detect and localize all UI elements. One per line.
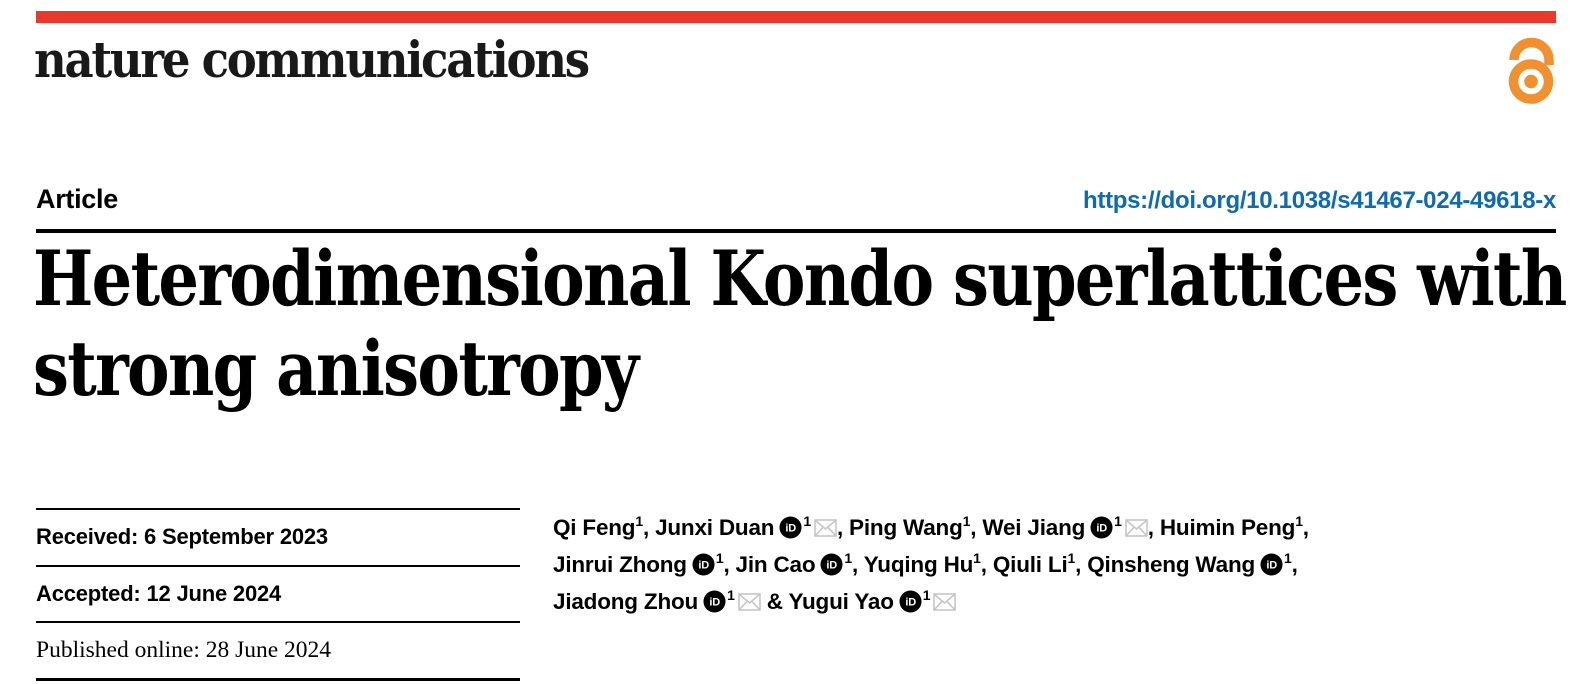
author-entry: Yuqing Hu1, [863,550,993,577]
affiliation-sup: 1 [1067,550,1076,566]
author-separator: & [760,589,789,614]
svg-text:iD: iD [905,597,916,609]
affiliation-sup: 1 [1295,513,1303,529]
journal-logo: nature communications [34,30,590,89]
svg-text:iD: iD [698,560,709,572]
author-name: Qi Feng [553,515,636,540]
author-entry: Jinrui Zhong iD 1, [553,550,736,577]
orcid-icon[interactable]: iD [899,587,922,624]
affiliation-sup: 1 [1284,550,1292,566]
orcid-icon[interactable]: iD [703,587,726,624]
orcid-icon[interactable]: iD [820,550,843,587]
title-line-2: strong anisotropy [33,324,639,413]
affiliation-sup: 1 [922,587,931,603]
author-entry: Jiadong Zhou iD 1 & [553,587,789,614]
author-name: Yuqing Hu [863,552,974,577]
author-name: Jin Cao [735,552,816,577]
affiliation-sup: 1 [803,513,811,529]
authors-block: Qi Feng1, Junxi Duan iD 1, Ping Wang1, Wei… [553,509,1473,620]
orcid-icon[interactable]: iD [1260,550,1283,587]
affiliation-sup: 1 [962,513,971,529]
date-row: Received: 6 September 2023 [36,508,520,565]
svg-text:iD: iD [1266,560,1277,572]
author-separator: , [970,515,983,540]
author-entry: Junxi Duan iD 1, [655,513,850,540]
author-entry: Huimin Peng1, [1159,513,1309,540]
doi-link[interactable]: https://doi.org/10.1038/s41467-024-49618… [1083,187,1556,214]
author-separator: , [1302,515,1309,540]
header-divider [36,229,1556,233]
author-separator: , [1291,552,1298,577]
author-separator: , [852,552,864,577]
svg-text:iD: iD [709,597,720,609]
article-title: Heterodimensional Kondo superlattices wi… [33,234,1567,414]
author-name: Yugui Yao [788,589,894,614]
affiliation-sup: 1 [715,550,724,566]
author-name: Ping Wang [849,515,963,540]
author-separator: , [1075,552,1088,577]
open-access-icon [1508,37,1554,104]
author-name: Jinrui Zhong [553,552,687,577]
affiliation-sup: 1 [844,550,853,566]
author-separator: , [723,552,736,577]
author-separator: , [980,552,993,577]
email-icon[interactable] [737,585,761,622]
author-separator: , [1147,515,1160,540]
author-name: Junxi Duan [655,515,775,540]
author-separator: , [642,515,656,540]
title-line-1: Heterodimensional Kondo superlattices wi… [33,234,1567,323]
author-name: Wei Jiang [982,515,1086,540]
email-icon[interactable] [814,511,837,548]
orcid-icon[interactable]: iD [779,513,802,550]
svg-text:iD: iD [827,560,838,572]
dates-panel: Received: 6 September 2023 Accepted: 12 J… [36,508,520,681]
date-row: Accepted: 12 June 2024 [36,564,520,622]
affiliation-sup: 1 [635,513,643,529]
author-name: Huimin Peng [1159,515,1296,540]
author-entry: Ping Wang1, [849,513,983,540]
author-line: Qi Feng1, Junxi Duan iD 1, Ping Wang1, Wei… [553,509,1473,546]
author-entry: Qiuli Li1, [992,550,1088,577]
email-icon[interactable] [933,585,957,622]
svg-text:iD: iD [786,523,797,535]
affiliation-sup: 1 [1114,513,1122,529]
author-entry: Qinsheng Wang iD 1, [1087,550,1298,577]
author-entry: Wei Jiang iD 1, [982,513,1160,540]
article-type-label: Article [36,184,118,214]
orcid-icon[interactable]: iD [692,550,715,587]
svg-text:iD: iD [1097,523,1108,535]
date-row: Published online: 28 June 2024 [36,621,520,678]
affiliation-sup: 1 [973,550,981,566]
author-entry: Jin Cao iD 1, [735,550,864,577]
affiliation-sup: 1 [727,587,735,603]
author-entry: Yugui Yao iD 1 [788,587,957,614]
email-icon[interactable] [1124,511,1148,548]
author-separator: , [836,515,850,540]
author-line: Jiadong Zhou iD 1 & Yugui Yao iD 1 [553,583,1473,620]
article-meta-row: Article https://doi.org/10.1038/s41467-0… [36,184,1556,215]
author-name: Qiuli Li [992,552,1068,577]
brand-bar [36,11,1556,23]
author-line: Jinrui Zhong iD 1, Jin Cao iD 1, Yuqing Hu1,… [553,546,1473,583]
orcid-icon[interactable]: iD [1090,513,1113,550]
author-name: Jiadong Zhou [553,589,699,614]
author-name: Qinsheng Wang [1087,552,1256,577]
author-entry: Qi Feng1, [553,513,656,540]
